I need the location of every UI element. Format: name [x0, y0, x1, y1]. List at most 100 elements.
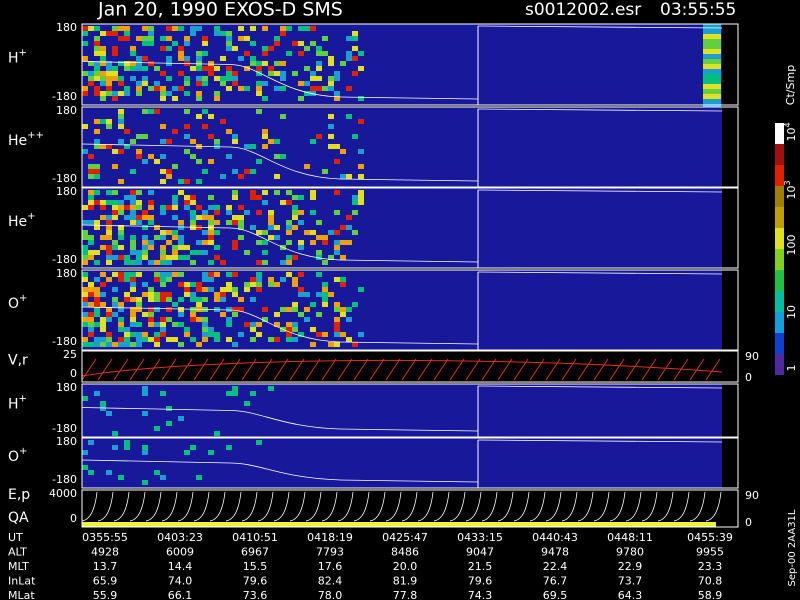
spectro-cell: [322, 36, 328, 41]
spectro-cell: [358, 190, 364, 195]
spectro-cell: [106, 66, 112, 71]
panel-bg: [82, 438, 722, 488]
spectro-cell: [124, 86, 130, 91]
spectro-cell: [214, 255, 220, 260]
panel-label: He++: [8, 130, 44, 149]
spectro-cell: [148, 292, 154, 297]
row-value: 78.0: [318, 589, 343, 600]
spectro-cell: [190, 26, 196, 31]
spectro-cell: [124, 129, 130, 134]
spectro-cell: [196, 287, 202, 292]
spectro-cell: [94, 200, 100, 205]
spectro-cell: [100, 215, 106, 220]
spectro-cell: [352, 210, 358, 215]
spectro-cell: [118, 149, 124, 154]
spectro-cell: [82, 31, 88, 36]
spectro-cell: [226, 322, 232, 327]
spectro-cell: [106, 255, 112, 260]
spectro-cell: [154, 470, 160, 475]
spectro-cell: [154, 292, 160, 297]
spectro-cell: [316, 46, 322, 51]
row-value: 0355:55: [82, 531, 128, 544]
spectro-cell: [88, 292, 94, 297]
spectro-cell: [100, 119, 106, 124]
spectro-cell: [148, 297, 154, 302]
spectro-cell: [340, 149, 346, 154]
row-value: 77.8: [393, 589, 418, 600]
panel-frame: [81, 23, 739, 106]
panel-label-sup: +: [19, 293, 27, 304]
spectro-cell: [220, 292, 226, 297]
spectro-cell: [160, 327, 166, 332]
spectro-cell: [148, 317, 154, 322]
spectro-cell: [124, 66, 130, 71]
spectro-cell: [166, 36, 172, 41]
spectro-cell: [274, 36, 280, 41]
spectro-cell: [256, 440, 262, 445]
spectro-cell: [208, 235, 214, 240]
spectro-cell: [220, 76, 226, 81]
spectro-cell: [82, 450, 88, 455]
spectro-cell: [94, 91, 100, 96]
colorbar-segment: [775, 144, 784, 165]
spectro-cell: [118, 114, 124, 119]
spectro-cell: [124, 36, 130, 41]
spectro-cell: [100, 292, 106, 297]
row-value: 69.5: [543, 589, 568, 600]
spectro-cell: [160, 322, 166, 327]
spectro-cell: [82, 277, 88, 282]
row-value: 82.4: [318, 575, 343, 588]
spectro-cell: [112, 200, 118, 205]
spectro-cell: [334, 210, 340, 215]
colorbar-label-text: 100: [785, 235, 798, 256]
qa-bar: [82, 522, 716, 527]
panel-bg: [82, 24, 722, 105]
spectro-cell: [274, 190, 280, 195]
spectro-cell: [202, 250, 208, 255]
spectro-cell: [118, 235, 124, 240]
spectro-cell: [328, 61, 334, 66]
spectro-cell: [292, 210, 298, 215]
spectro-cell: [136, 200, 142, 205]
spectro-cell: [196, 66, 202, 71]
spectro-cell: [286, 332, 292, 337]
spectro-cell: [214, 292, 220, 297]
spectro-cell: [310, 41, 316, 46]
spectro-cell: [202, 66, 208, 71]
spectro-cell: [106, 250, 112, 255]
spectro-cell: [262, 240, 268, 245]
spectro-cell: [226, 46, 232, 51]
trace: [81, 439, 723, 483]
spectro-cell: [334, 240, 340, 245]
spectro-cell: [334, 159, 340, 164]
spectro-cell: [160, 36, 166, 41]
panel-bg: [82, 490, 722, 527]
spectro-cell: [142, 41, 148, 46]
spectro-cell: [142, 235, 148, 240]
spectro-cell: [106, 235, 112, 240]
spectro-cell: [262, 307, 268, 312]
spectro-cell: [256, 210, 262, 215]
spectro-cell: [118, 475, 124, 480]
spectro-cell: [178, 235, 184, 240]
spectro-cell: [238, 225, 244, 230]
spectro-cell: [154, 109, 160, 114]
panel-label-text: H: [8, 397, 19, 413]
spectro-cell: [130, 235, 136, 240]
spectro-cell: [196, 81, 202, 86]
spectro-cell: [262, 51, 268, 56]
spectro-cell: [316, 134, 322, 139]
row-value: 74.3: [468, 589, 493, 600]
spectro-cell: [178, 312, 184, 317]
spectro-cell: [238, 56, 244, 61]
spectro-cell: [88, 76, 94, 81]
spectro-cell: [184, 41, 190, 46]
spectro-cell: [298, 195, 304, 200]
spectro-cell: [334, 302, 340, 307]
spectro-cell: [340, 61, 346, 66]
spectro-cell: [136, 220, 142, 225]
spectro-cell: [328, 76, 334, 81]
spectro-cell: [94, 61, 100, 66]
spectro-cell: [142, 337, 148, 342]
spectro-cell: [106, 260, 112, 265]
